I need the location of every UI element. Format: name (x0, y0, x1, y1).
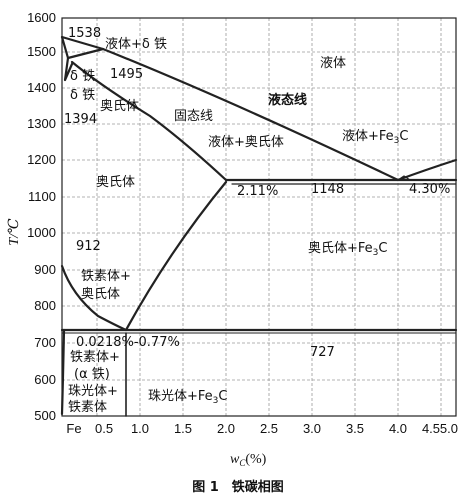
y-tick-1600: 1600 (27, 10, 56, 25)
ferrite-solvus-line (60, 328, 66, 416)
y-tick-500: 500 (34, 408, 56, 423)
grid (62, 18, 456, 416)
y-tick-1000: 1000 (27, 225, 56, 240)
delta-austenite-boundary (63, 56, 74, 82)
phase-lines (60, 35, 458, 417)
label-ferrite-austenite-2: 奥氏体 (81, 287, 120, 302)
x-axis-title-unit: (%) (245, 452, 266, 467)
label-0.0218-0.77: 0.0218%-0.77% (76, 335, 180, 350)
label-austenite-fe3c: 奥氏体+Fe3C (308, 241, 387, 258)
label-liquid-delta: 液体+δ 铁 (105, 37, 167, 52)
x-tick-0.5: 0.5 (95, 421, 113, 436)
label-liquid-austenite: 液体+奥氏体 (208, 135, 284, 150)
y-axis-ticks: 500 600 700 800 900 1000 1100 1200 1300 … (27, 10, 56, 423)
label-727: 727 (310, 345, 335, 360)
x-tick-1.5: 1.5 (174, 421, 192, 436)
label-pearlite-ferrite-1: 珠光体+ (68, 384, 118, 399)
label-pearlite-fe3c-b: C (218, 389, 227, 404)
x-axis-ticks: Fe 0.5 1.0 1.5 2.0 2.5 3.0 3.5 4.0 4.5 5… (66, 421, 458, 436)
x-tick-2.0: 2.0 (217, 421, 235, 436)
label-4.30: 4.30% (409, 182, 450, 197)
label-liquid-fe3c: 液体+Fe3C (342, 129, 408, 146)
label-pearlite-fe3c: 珠光体+Fe3C (148, 389, 227, 406)
label-912: 912 (76, 239, 101, 254)
label-1148: 1148 (311, 182, 344, 197)
acm-line (124, 180, 228, 332)
x-tick-3.5: 3.5 (346, 421, 364, 436)
x-axis-title-sub: C (239, 458, 246, 468)
y-axis-title: T/℃ (7, 218, 22, 246)
label-delta-iron: δ 铁 (70, 69, 95, 84)
label-austenite-fe3c-sub: 3 (373, 248, 379, 258)
label-austenite-top: 奥氏体 (100, 99, 139, 114)
label-ferrite-austenite-1: 铁素体+ (81, 269, 131, 284)
label-ferrite-alpha-2: (α 铁) (74, 367, 110, 382)
x-tick-4.5: 4.5 (422, 421, 440, 436)
label-austenite-fe3c-a: 奥氏体+Fe (308, 241, 373, 256)
y-tick-800: 800 (34, 298, 56, 313)
label-1538: 1538 (68, 26, 101, 41)
x-tick-3.0: 3.0 (303, 421, 321, 436)
label-delta-iron-2: δ 铁 (70, 88, 95, 103)
y-tick-700: 700 (34, 335, 56, 350)
x-axis-title: wC(%) (230, 452, 267, 468)
label-pearlite-fe3c-sub: 3 (213, 396, 219, 406)
label-austenite-fe3c-b: C (378, 241, 387, 256)
a3-line (60, 264, 128, 332)
label-solidus: 固态线 (174, 109, 213, 124)
x-tick-1.0: 1.0 (131, 421, 149, 436)
label-pearlite-ferrite-2: 铁素体 (68, 400, 107, 415)
y-tick-900: 900 (34, 262, 56, 277)
label-austenite: 奥氏体 (96, 175, 135, 190)
y-tick-1300: 1300 (27, 116, 56, 131)
x-tick-5.0: 5.0 (440, 421, 458, 436)
label-1394: 1394 (64, 112, 97, 127)
figure-caption: 图 1 铁碳相图 (192, 479, 284, 495)
label-pearlite-fe3c-a: 珠光体+Fe (148, 389, 213, 404)
y-tick-1400: 1400 (27, 80, 56, 95)
label-liquid-fe3c-b: C (399, 129, 408, 144)
label-ferrite-alpha-1: 铁素体+ (70, 350, 120, 365)
label-1495: 1495 (110, 67, 143, 82)
liquidus-line (60, 35, 458, 182)
y-tick-1200: 1200 (27, 152, 56, 167)
y-tick-1100: 1100 (28, 189, 56, 204)
y-tick-600: 600 (34, 372, 56, 387)
x-tick-4.0: 4.0 (389, 421, 407, 436)
label-2.11: 2.11% (237, 184, 278, 199)
label-liquid-fe3c-a: 液体+Fe (342, 129, 394, 144)
label-liquid: 液体 (320, 56, 346, 71)
x-tick-fe: Fe (66, 421, 81, 436)
eutectic-point (397, 175, 411, 181)
y-tick-1500: 1500 (27, 44, 56, 59)
plot-frame (61, 17, 457, 417)
label-liquidus: 液态线 (268, 92, 307, 108)
region-labels: 1538 液体+δ 铁 液体 1495 δ 铁 δ 铁 奥氏体 1394 固态线… (64, 26, 450, 415)
label-liquid-fe3c-sub: 3 (394, 136, 400, 146)
solidus-line (70, 60, 228, 182)
x-axis-title-main: w (230, 452, 240, 467)
x-tick-2.5: 2.5 (260, 421, 278, 436)
